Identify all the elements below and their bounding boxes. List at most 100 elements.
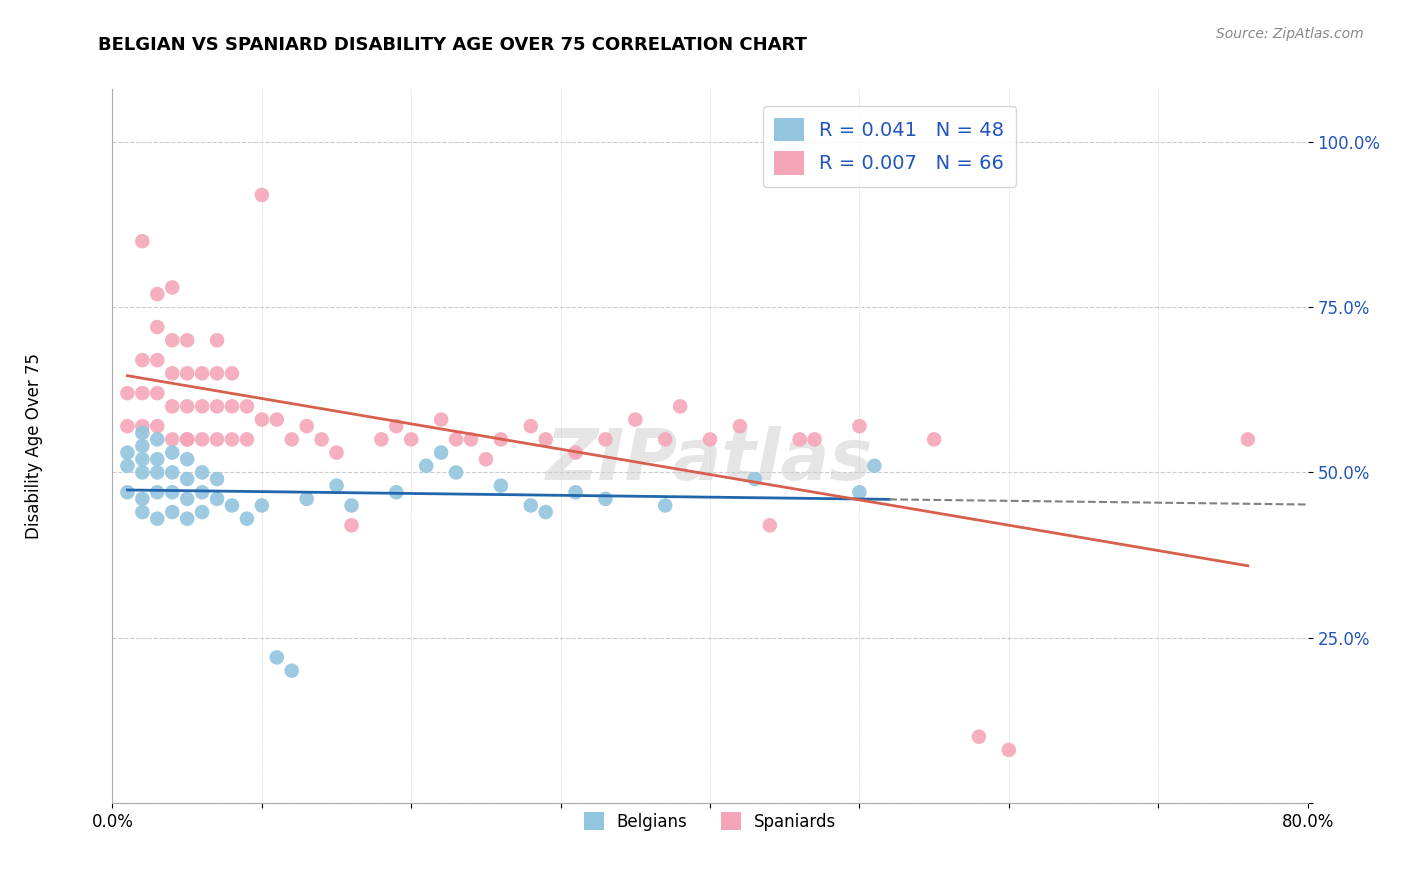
Point <box>295 491 318 506</box>
Point <box>162 433 183 447</box>
Point <box>205 400 228 414</box>
Point <box>803 433 825 447</box>
Point <box>146 320 169 334</box>
Point <box>176 491 198 506</box>
Point <box>146 452 169 467</box>
Point <box>191 485 214 500</box>
Point <box>998 743 1021 757</box>
Legend: Belgians, Spaniards: Belgians, Spaniards <box>576 805 844 838</box>
Point <box>489 433 512 447</box>
Text: ZIPatlas: ZIPatlas <box>547 425 873 495</box>
Point <box>266 650 288 665</box>
Point <box>146 485 169 500</box>
Point <box>385 485 408 500</box>
Point <box>401 433 423 447</box>
Point <box>699 433 721 447</box>
Point <box>162 367 183 381</box>
Point <box>162 466 183 480</box>
Point <box>236 511 259 525</box>
Point <box>146 287 169 301</box>
Point <box>221 400 243 414</box>
Point <box>789 433 811 447</box>
Point <box>131 466 153 480</box>
Point <box>191 466 214 480</box>
Point <box>863 458 886 473</box>
Point <box>250 188 273 202</box>
Point <box>295 419 318 434</box>
Point <box>534 433 557 447</box>
Point <box>595 433 617 447</box>
Point <box>922 433 945 447</box>
Point <box>415 458 437 473</box>
Point <box>117 386 139 401</box>
Point <box>176 452 198 467</box>
Point <box>176 472 198 486</box>
Point <box>489 478 512 492</box>
Point <box>176 367 198 381</box>
Point <box>728 419 751 434</box>
Point <box>759 518 782 533</box>
Point <box>311 433 333 447</box>
Point <box>744 472 766 486</box>
Point <box>131 439 153 453</box>
Point <box>117 419 139 434</box>
Point <box>281 664 304 678</box>
Point <box>131 425 153 440</box>
Point <box>624 412 647 426</box>
Point <box>848 419 870 434</box>
Point <box>430 445 453 459</box>
Point <box>162 400 183 414</box>
Point <box>654 499 676 513</box>
Point <box>475 452 498 467</box>
Point <box>236 400 259 414</box>
Point <box>460 433 482 447</box>
Point <box>250 499 273 513</box>
Y-axis label: Disability Age Over 75: Disability Age Over 75 <box>25 353 44 539</box>
Point <box>236 433 259 447</box>
Point <box>162 280 183 294</box>
Point <box>131 505 153 519</box>
Point <box>564 485 586 500</box>
Point <box>221 367 243 381</box>
Point <box>176 511 198 525</box>
Point <box>176 400 198 414</box>
Point <box>146 419 169 434</box>
Point <box>191 433 214 447</box>
Point <box>564 445 586 459</box>
Point <box>221 499 243 513</box>
Point <box>146 353 169 368</box>
Point <box>205 472 228 486</box>
Point <box>205 333 228 347</box>
Point <box>131 419 153 434</box>
Point <box>162 333 183 347</box>
Point <box>162 445 183 459</box>
Point <box>444 466 467 480</box>
Point <box>146 433 169 447</box>
Point <box>370 433 392 447</box>
Point <box>967 730 990 744</box>
Point <box>848 485 870 500</box>
Point <box>205 491 228 506</box>
Point <box>444 433 467 447</box>
Point <box>162 505 183 519</box>
Point <box>266 412 288 426</box>
Point <box>191 400 214 414</box>
Point <box>146 466 169 480</box>
Point <box>654 433 676 447</box>
Point <box>205 433 228 447</box>
Point <box>385 419 408 434</box>
Point <box>176 333 198 347</box>
Point <box>281 433 304 447</box>
Point <box>131 386 153 401</box>
Text: BELGIAN VS SPANIARD DISABILITY AGE OVER 75 CORRELATION CHART: BELGIAN VS SPANIARD DISABILITY AGE OVER … <box>98 36 807 54</box>
Point <box>176 433 198 447</box>
Point <box>325 478 347 492</box>
Point <box>146 511 169 525</box>
Point <box>250 412 273 426</box>
Point <box>146 386 169 401</box>
Point <box>340 499 363 513</box>
Point <box>117 458 139 473</box>
Point <box>191 505 214 519</box>
Point <box>176 433 198 447</box>
Point <box>669 400 692 414</box>
